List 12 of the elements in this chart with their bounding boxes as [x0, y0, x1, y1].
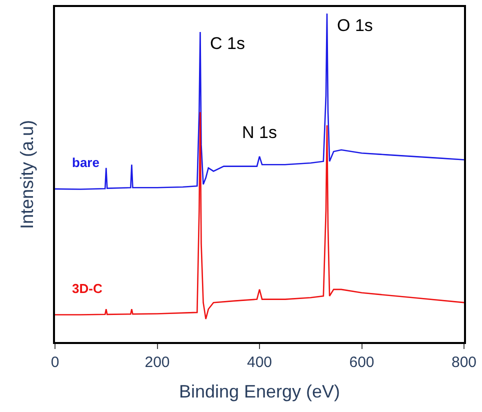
- x-tick-label: 600: [349, 354, 374, 371]
- y-axis-title: Intensity (a.u): [16, 120, 37, 230]
- series-label: bare: [72, 155, 100, 170]
- series-label: 3D-C: [72, 281, 103, 296]
- x-axis-title: Binding Energy (eV): [178, 381, 340, 402]
- x-tick-label: 400: [246, 354, 272, 371]
- annotation: O 1s: [337, 16, 373, 35]
- annotation: N 1s: [242, 123, 277, 142]
- x-tick-label: 200: [144, 354, 170, 371]
- x-tick-label: 800: [451, 354, 477, 371]
- annotation: C 1s: [210, 34, 245, 53]
- x-tick-label: 0: [50, 354, 60, 371]
